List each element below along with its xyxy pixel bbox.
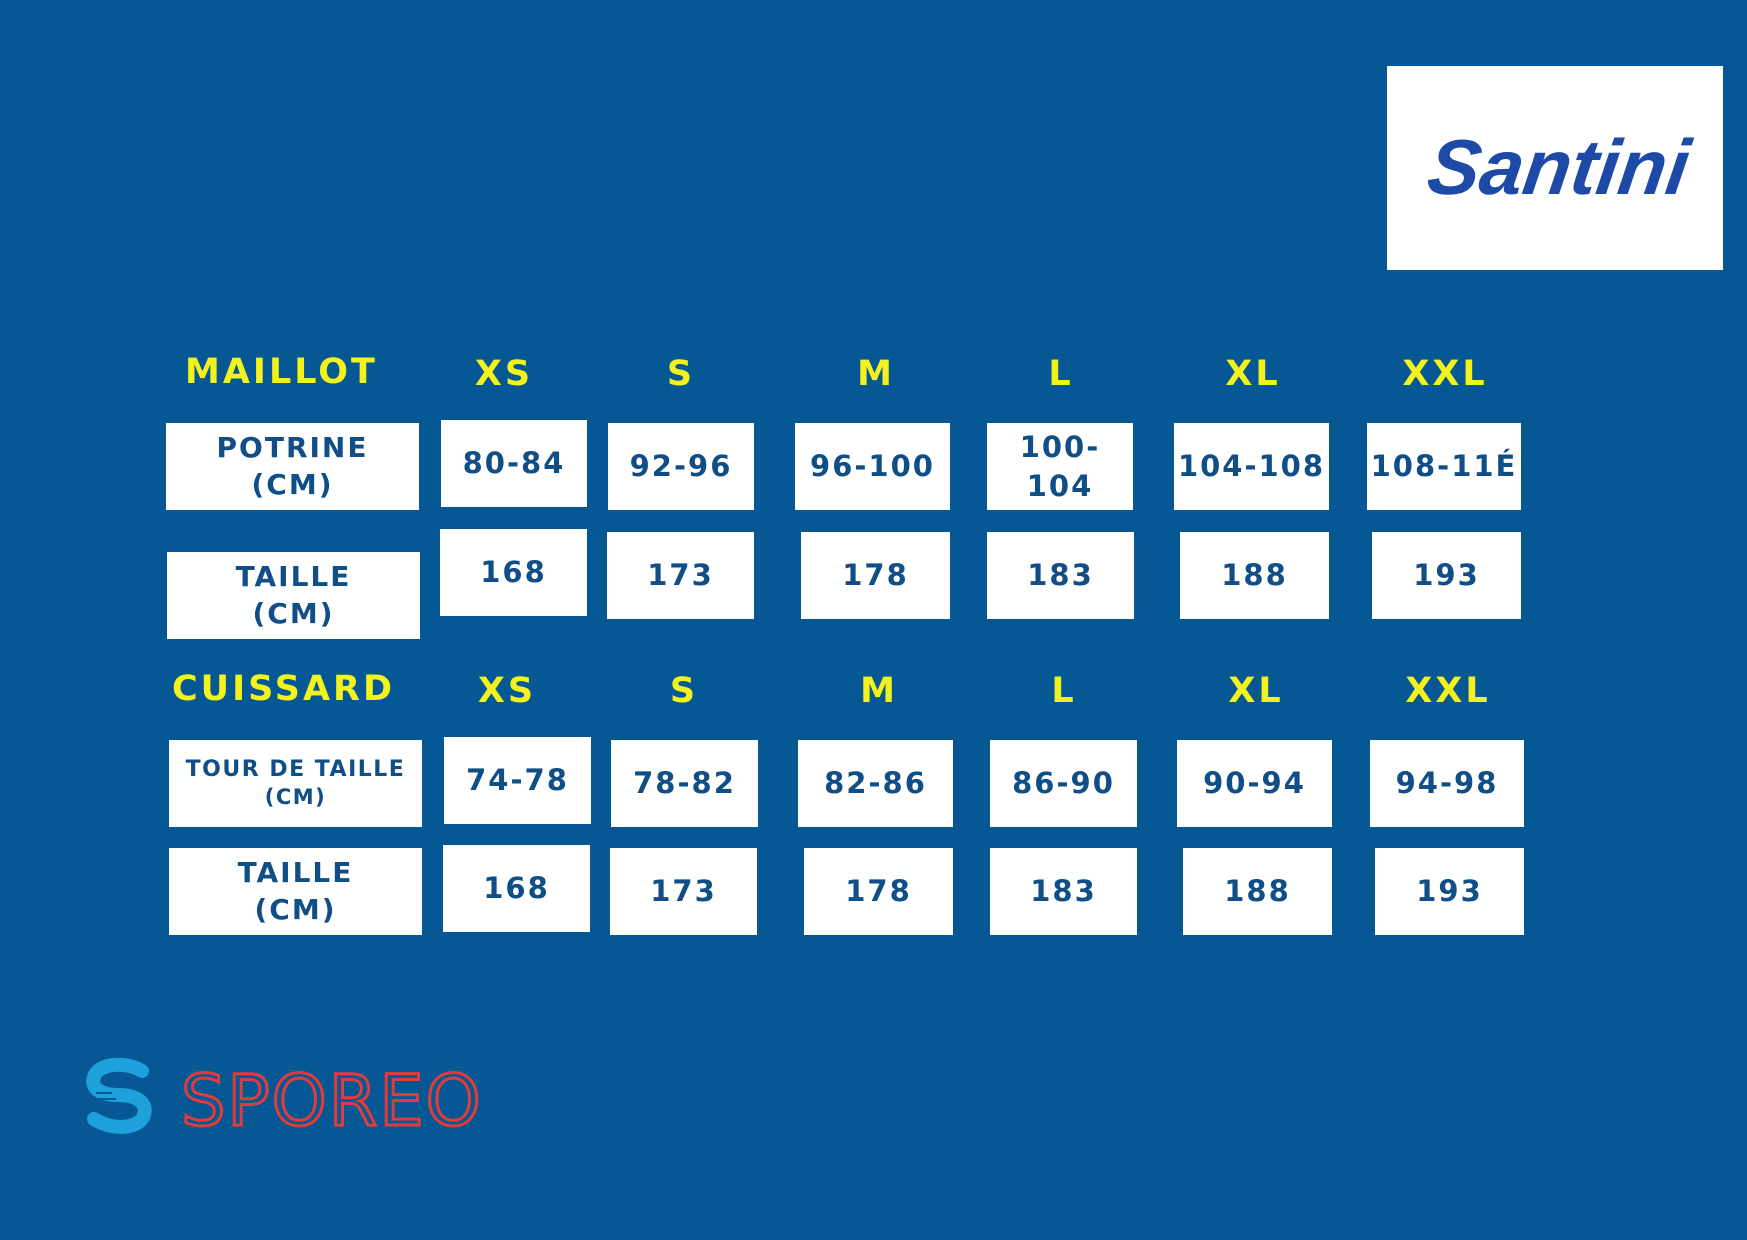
table-cell: 168 bbox=[440, 529, 587, 616]
table-cell: 178 bbox=[804, 848, 953, 935]
row-label-line: TOUR DE TAILLE bbox=[185, 757, 406, 783]
table-cell: 86-90 bbox=[990, 740, 1137, 827]
sporeo-logo-text: SPOREO bbox=[181, 1060, 483, 1135]
table-cell: 173 bbox=[610, 848, 757, 935]
table-cell: 82-86 bbox=[798, 740, 953, 827]
row-label-taille: TAILLE (CM) bbox=[169, 848, 422, 935]
table-cell: 100-104 bbox=[987, 423, 1133, 510]
row-label-unit: (CM) bbox=[254, 892, 337, 926]
row-label-tour-de-taille: TOUR DE TAILLE (CM) bbox=[169, 740, 422, 827]
table-cell: 193 bbox=[1372, 532, 1521, 619]
sporeo-logo: SPOREO bbox=[86, 1057, 483, 1135]
table-cell: 96-100 bbox=[795, 423, 950, 510]
table-cell: 108-11É bbox=[1367, 423, 1521, 510]
row-label-taille: TAILLE (CM) bbox=[167, 552, 420, 639]
maillot-size-xs: XS bbox=[474, 354, 534, 394]
row-label-unit: (CM) bbox=[264, 785, 327, 810]
maillot-size-xxl: XXL bbox=[1402, 354, 1488, 394]
maillot-size-xl: XL bbox=[1225, 354, 1281, 394]
row-label-unit: (CM) bbox=[252, 596, 335, 630]
maillot-title: MAILLOT bbox=[185, 352, 378, 392]
table-cell: 104-108 bbox=[1174, 423, 1329, 510]
cuissard-size-m: M bbox=[860, 671, 898, 711]
table-cell: 80-84 bbox=[441, 420, 587, 507]
maillot-size-l: L bbox=[1048, 354, 1074, 394]
cuissard-size-s: S bbox=[669, 671, 699, 711]
cuissard-title: CUISSARD bbox=[172, 669, 396, 709]
santini-logo: Santini bbox=[1387, 66, 1723, 270]
table-cell: 78-82 bbox=[611, 740, 758, 827]
row-label-line: TAILLE bbox=[237, 855, 354, 889]
table-cell: 183 bbox=[987, 532, 1134, 619]
cuissard-size-xxl: XXL bbox=[1405, 671, 1491, 711]
row-label-line: TAILLE bbox=[235, 559, 352, 593]
cuissard-size-xl: XL bbox=[1228, 671, 1284, 711]
table-cell: 188 bbox=[1180, 532, 1329, 619]
table-cell: 173 bbox=[607, 532, 754, 619]
table-cell: 168 bbox=[443, 845, 590, 932]
sporeo-s-logo-icon bbox=[86, 1057, 152, 1134]
cuissard-size-xs: XS bbox=[477, 671, 537, 711]
table-cell: 92-96 bbox=[608, 423, 754, 510]
row-label-line: POTRINE bbox=[216, 430, 369, 464]
table-cell: 183 bbox=[990, 848, 1137, 935]
table-cell: 193 bbox=[1375, 848, 1524, 935]
santini-logo-text: Santini bbox=[1423, 123, 1698, 211]
table-cell: 94-98 bbox=[1370, 740, 1524, 827]
row-label-unit: (CM) bbox=[251, 467, 334, 501]
table-cell: 90-94 bbox=[1177, 740, 1332, 827]
santini-logo-graphic: Santini bbox=[1423, 123, 1698, 211]
table-cell: 178 bbox=[801, 532, 950, 619]
maillot-size-s: S bbox=[666, 354, 696, 394]
table-cell: 74-78 bbox=[444, 737, 591, 824]
maillot-size-m: M bbox=[857, 354, 895, 394]
table-cell: 188 bbox=[1183, 848, 1332, 935]
cuissard-size-l: L bbox=[1051, 671, 1077, 711]
row-label-potrine: POTRINE (CM) bbox=[166, 423, 419, 510]
